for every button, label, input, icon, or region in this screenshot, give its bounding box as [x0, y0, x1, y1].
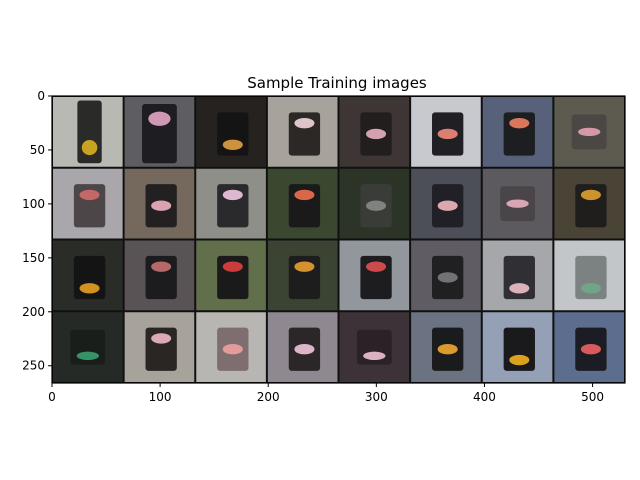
- lamp: [79, 283, 100, 294]
- lamp: [222, 139, 243, 150]
- lamp: [509, 117, 530, 129]
- lamp: [79, 189, 100, 201]
- x-tick-label: 200: [257, 390, 280, 404]
- tile-image: [482, 312, 553, 382]
- lamp: [151, 333, 172, 344]
- x-tick-label: 300: [365, 390, 388, 404]
- lamp: [366, 128, 387, 140]
- lamp: [366, 200, 387, 211]
- tile-image: [267, 240, 338, 311]
- x-tick-label: 400: [473, 390, 496, 404]
- tile-image: [196, 168, 266, 239]
- tile-image: [196, 240, 266, 311]
- tile-image: [482, 168, 553, 239]
- tile-image: [53, 240, 123, 311]
- lamp: [509, 354, 530, 366]
- tile-image: [267, 97, 338, 167]
- tile-image: [411, 168, 481, 239]
- y-tick-label: 50: [30, 143, 45, 157]
- lamp: [148, 111, 171, 126]
- lamp: [366, 261, 387, 272]
- lamp: [294, 344, 315, 355]
- lamp: [222, 189, 243, 201]
- tile-image: [554, 97, 624, 167]
- tile-image: [411, 312, 481, 382]
- x-tick-label: 0: [48, 390, 56, 404]
- x-axis: 0 100 200 300 400 500: [48, 383, 604, 404]
- tile-image: [124, 97, 195, 167]
- y-tick-label: 100: [22, 197, 45, 211]
- lamp: [580, 283, 601, 294]
- tile-image: [53, 168, 123, 239]
- lamp: [222, 261, 243, 272]
- lamp: [151, 200, 172, 211]
- lamp: [294, 189, 315, 201]
- tile-image: [53, 97, 123, 167]
- x-tick-label: 500: [581, 390, 604, 404]
- tile-image: [339, 97, 410, 167]
- tile-image: [196, 97, 266, 167]
- lamp: [76, 351, 99, 361]
- tile-image: [124, 168, 195, 239]
- lamp: [294, 117, 315, 129]
- lamp: [363, 351, 386, 361]
- plot-area: [51, 95, 626, 384]
- tile-image: [554, 312, 624, 382]
- tile-image: [482, 97, 553, 167]
- lamp: [578, 127, 601, 137]
- lamp: [506, 199, 529, 208]
- tile-image: [411, 240, 481, 311]
- tile-image: [124, 312, 195, 382]
- tile-image: [267, 312, 338, 382]
- tile-image: [339, 168, 410, 239]
- tile-image: [411, 97, 481, 167]
- tile-image: [554, 168, 624, 239]
- lamp: [437, 200, 458, 211]
- tile-image: [554, 240, 624, 311]
- lamp: [222, 344, 243, 355]
- tile-image: [482, 240, 553, 311]
- y-tick-label: 200: [22, 305, 45, 319]
- lamp: [151, 261, 172, 272]
- lamp: [437, 272, 458, 283]
- y-tick-label: 150: [22, 251, 45, 265]
- lamp: [509, 283, 530, 294]
- y-tick-label: 0: [37, 89, 45, 103]
- lamp: [437, 128, 458, 140]
- tile-image: [339, 312, 410, 382]
- axes-frame: [51, 95, 626, 384]
- lamp: [580, 189, 601, 201]
- chart-title: Sample Training images: [247, 74, 427, 92]
- x-tick-label: 100: [149, 390, 172, 404]
- tile-image: [196, 312, 266, 382]
- tile-image: [124, 240, 195, 311]
- y-tick-label: 250: [22, 359, 45, 373]
- y-axis: 0 50 100 150 200 250: [22, 89, 52, 373]
- tile-image: [267, 168, 338, 239]
- lamp: [294, 261, 315, 272]
- lamp: [580, 344, 601, 355]
- lamp: [81, 140, 98, 156]
- tile-image: [53, 312, 123, 382]
- tile-image: [339, 240, 410, 311]
- lamp: [437, 344, 458, 355]
